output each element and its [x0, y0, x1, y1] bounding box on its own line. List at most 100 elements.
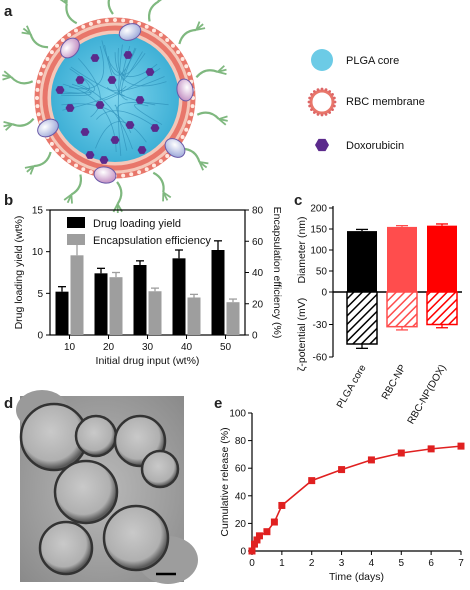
membrane-icon-head [328, 90, 331, 93]
lipid-head [113, 18, 117, 22]
lipid-head [187, 72, 191, 76]
y2-tick-label: 80 [252, 206, 264, 217]
lipid-head [152, 164, 156, 168]
drug-loading-chart: 0510150204060801020304050Drug loading yi… [13, 206, 283, 368]
lipid-head [137, 170, 141, 174]
x-tick-label: 20 [103, 342, 115, 353]
x-tick-label: 0 [249, 558, 255, 569]
zeta-bar [427, 292, 457, 325]
lipid-head [50, 50, 54, 54]
lipid-head [165, 154, 169, 158]
doxorubicin-hexagon-icon [315, 139, 329, 151]
diameter-bar [387, 227, 417, 292]
panel-e-label: e [214, 395, 222, 412]
zeta-bar [387, 292, 417, 327]
lipid-head [181, 57, 185, 61]
legend-swatch [67, 234, 85, 245]
lipid-head [187, 120, 191, 124]
data-point [278, 502, 285, 509]
membrane-icon-head [313, 111, 316, 114]
panel-c-label: c [294, 192, 302, 209]
lipid-head [159, 159, 163, 163]
lipid-head [55, 148, 59, 152]
glycan-stalk [71, 175, 81, 195]
y-tick-label: 100 [310, 246, 327, 257]
x-tick-label: 5 [399, 558, 405, 569]
membrane-icon-head [308, 101, 311, 104]
y2-tick-label: 20 [252, 299, 264, 310]
glycan-stalk [149, 1, 159, 21]
membrane-icon-ring [311, 91, 333, 113]
encapsulation-bar [110, 277, 123, 335]
lipid-head [81, 25, 85, 29]
x-tick-label: 50 [220, 342, 232, 353]
encapsulation-bar [149, 291, 162, 335]
y-tick-label: 0 [321, 288, 327, 299]
y-tick-label: 0 [240, 547, 246, 558]
data-point [308, 477, 315, 484]
y-tick-label: 0 [37, 331, 43, 342]
membrane-icon-head [321, 88, 324, 91]
panel-d: d [4, 390, 198, 584]
cumulative-release-chart: 02040608010001234567Time (days)Cumulativ… [219, 409, 465, 584]
y2-tick-label: 0 [252, 331, 258, 342]
lipid-head [184, 128, 188, 132]
lipid-head [129, 172, 133, 176]
membrane-icon-head [321, 114, 324, 117]
x-tick-label: 1 [279, 558, 285, 569]
glycan-stalk [179, 30, 196, 44]
y-tick-label: 10 [32, 247, 44, 258]
lipid-head [39, 72, 43, 76]
y2-axis-title: Encapsulation efficiency (%) [271, 207, 283, 339]
lipid-head [74, 164, 78, 168]
y-axis-title: Drug loading yield (wt%) [13, 216, 25, 330]
x-tick-label: 40 [181, 342, 193, 353]
data-point [263, 528, 270, 535]
y-tick-label: 100 [229, 409, 246, 420]
membrane-icon-head [317, 88, 320, 91]
glycan-stalk [153, 173, 163, 193]
glycan-stalk [109, 0, 113, 14]
lipid-head [159, 33, 163, 37]
y-tick-label: 60 [235, 464, 247, 475]
glycan-stalk [66, 4, 76, 24]
glycan-branch [159, 0, 166, 1]
y2-tick-label: 60 [252, 237, 264, 248]
y-tick-label: 150 [310, 225, 327, 236]
x-axis-title: Time (days) [329, 571, 384, 583]
loading-bar [134, 265, 147, 335]
x-tick-label: 3 [339, 558, 345, 569]
membrane-icon-head [325, 113, 328, 116]
y-tick-label: 200 [310, 204, 327, 215]
glycan-stalk [117, 182, 121, 204]
data-point [428, 445, 435, 452]
glycan-stalk [196, 70, 217, 77]
loading-bar [56, 292, 69, 335]
membrane-icon-head [328, 111, 331, 114]
lipid-head [50, 142, 54, 146]
lipid-head [35, 96, 39, 100]
lipid-head [35, 88, 39, 92]
membrane-icon-head [310, 108, 313, 111]
y-tick-label: 5 [37, 289, 43, 300]
legend-label: Encapsulation efficiency [93, 235, 211, 247]
lipid-head [74, 28, 78, 32]
lipid-head [61, 154, 65, 158]
lipid-head [191, 104, 195, 108]
lipid-head [97, 20, 101, 24]
loading-bar [212, 250, 225, 335]
y-axis-title: Cumulative release (%) [219, 427, 231, 536]
lipid-head [67, 33, 71, 37]
lipid-head [181, 135, 185, 139]
legend-rbc-membrane: RBC membrane [346, 96, 425, 108]
membrane-icon-head [308, 97, 311, 100]
glycan-stalk [34, 152, 51, 166]
x-tick-label: 7 [458, 558, 464, 569]
panel-e: e 02040608010001234567Time (days)Cumulat… [214, 395, 465, 583]
rbc-nanoparticle-schematic [2, 0, 227, 213]
x-tick-label: 10 [64, 342, 76, 353]
diameter-bar [347, 231, 377, 292]
y2-tick-label: 40 [252, 268, 264, 279]
lipid-head [171, 44, 175, 48]
